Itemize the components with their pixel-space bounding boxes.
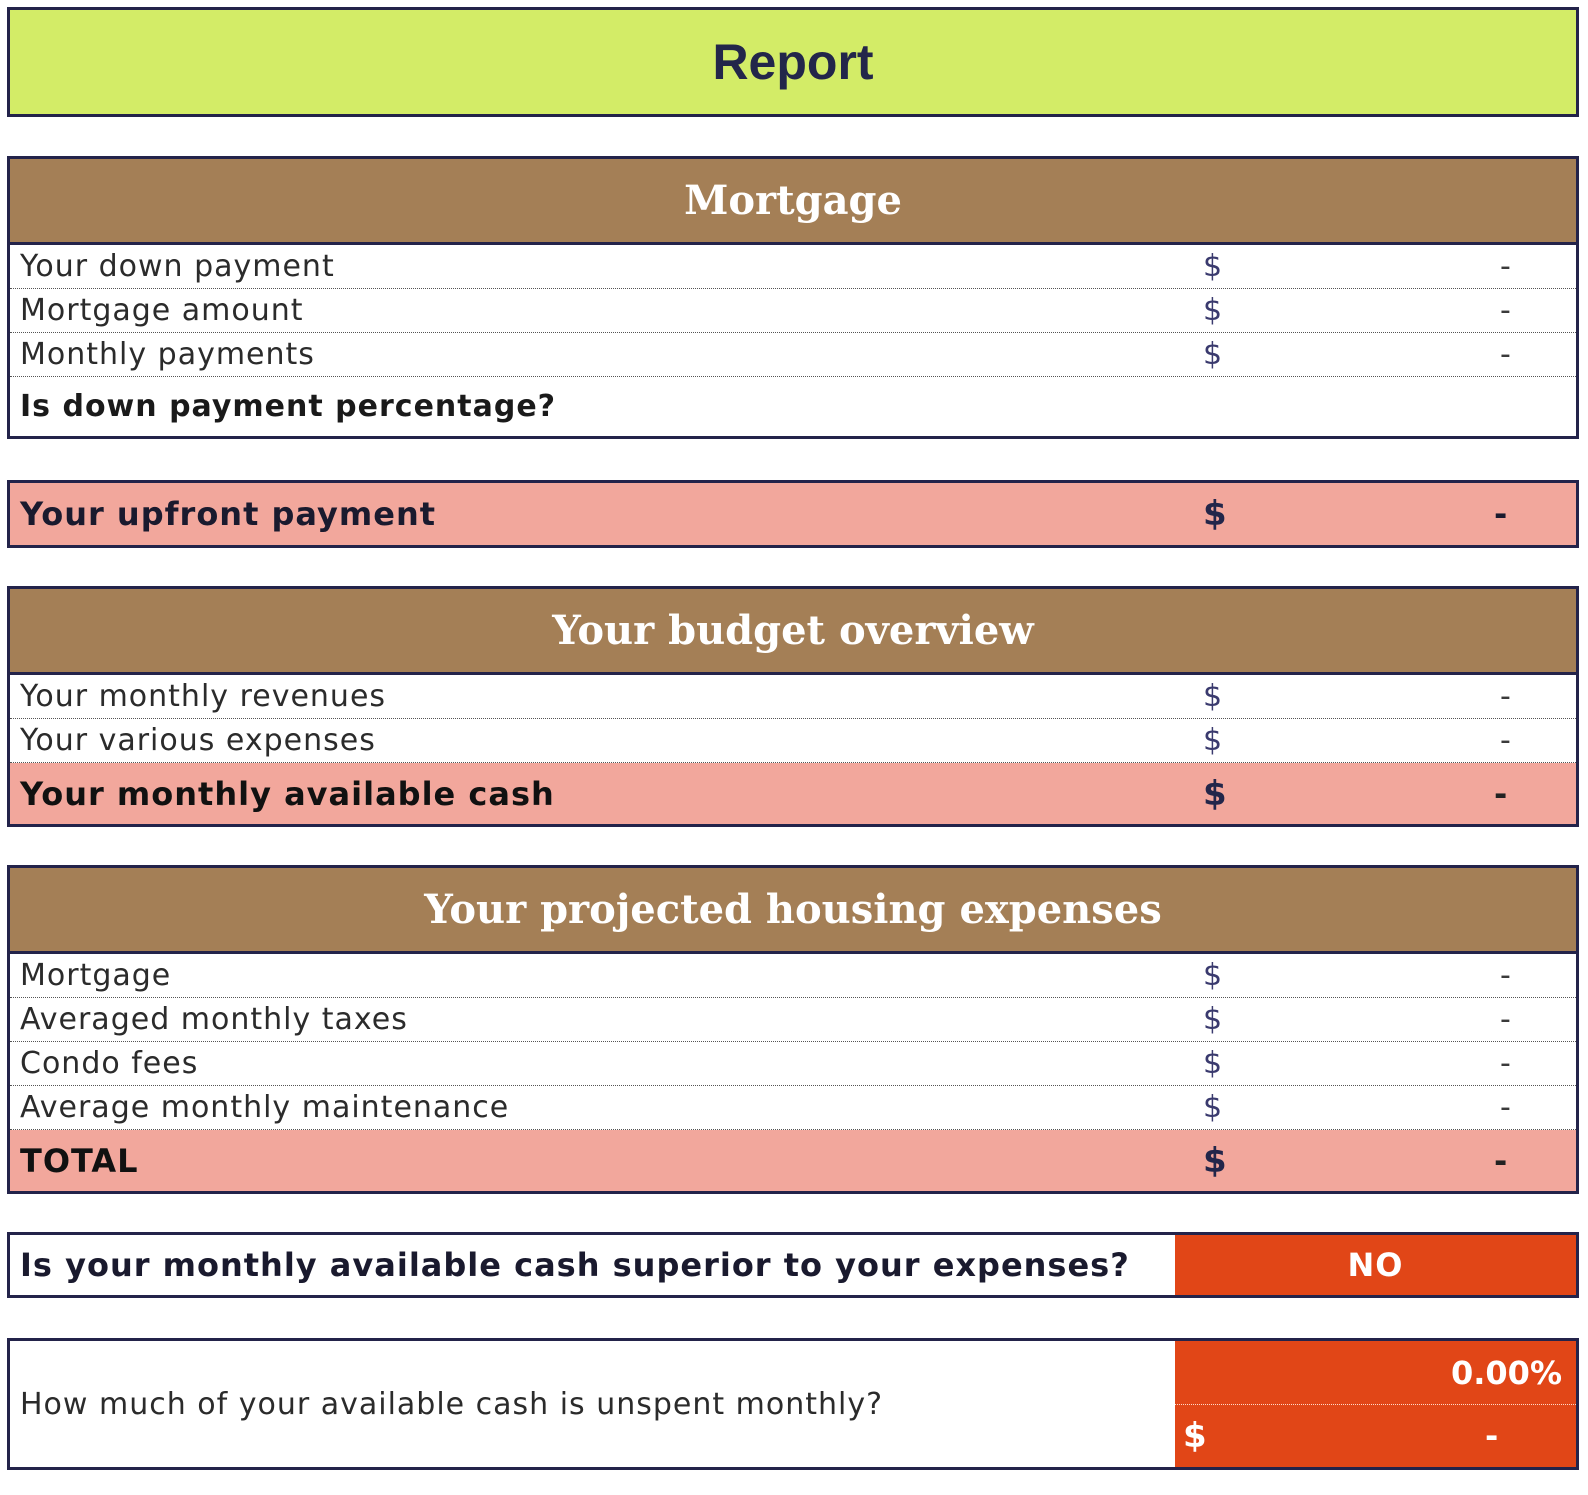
report-title: Report xyxy=(7,7,1579,117)
unspent-question: How much of your available cash is unspe… xyxy=(20,1386,884,1422)
row-value[interactable]: - xyxy=(1500,1002,1512,1037)
row-label: Mortgage xyxy=(20,958,172,993)
upfront-label: Your upfront payment xyxy=(20,495,437,533)
currency-symbol: $ xyxy=(1203,723,1224,758)
comparison-section: Is your monthly available cash superior … xyxy=(7,1232,1579,1298)
table-row: Your down payment $ - xyxy=(10,245,1576,289)
currency-symbol: $ xyxy=(1203,1090,1224,1125)
housing-header: Your projected housing expenses xyxy=(10,868,1576,954)
table-row: Your various expenses $ - xyxy=(10,719,1576,763)
unspent-cash: $ - xyxy=(1175,1405,1576,1467)
row-label: Your monthly revenues xyxy=(20,679,387,714)
housing-total-row: TOTAL $ - xyxy=(10,1130,1576,1191)
currency-symbol: $ xyxy=(1203,773,1228,814)
comparison-question: Is your monthly available cash superior … xyxy=(20,1246,1130,1284)
table-row: Monthly payments $ - xyxy=(10,333,1576,377)
row-value[interactable]: - xyxy=(1500,293,1512,328)
available-cash-value[interactable]: - xyxy=(1494,774,1509,813)
row-value[interactable]: - xyxy=(1500,958,1512,993)
row-value[interactable]: - xyxy=(1500,679,1512,714)
table-row: Your monthly revenues $ - xyxy=(10,675,1576,719)
currency-symbol: $ xyxy=(1203,1140,1228,1181)
row-value[interactable]: - xyxy=(1500,723,1512,758)
upfront-section: Your upfront payment $ - xyxy=(7,480,1579,548)
currency-symbol: $ xyxy=(1203,679,1224,714)
upfront-value[interactable]: - xyxy=(1494,495,1509,533)
row-value[interactable]: - xyxy=(1500,249,1512,284)
row-label: Your down payment xyxy=(20,249,335,284)
currency-symbol: $ xyxy=(1203,958,1224,993)
row-label: Your various expenses xyxy=(20,723,376,758)
budget-section: Your budget overview Your monthly revenu… xyxy=(7,586,1579,827)
row-value[interactable]: - xyxy=(1500,1090,1512,1125)
table-row: Mortgage amount $ - xyxy=(10,289,1576,333)
unspent-percent[interactable]: 0.00% xyxy=(1175,1341,1576,1405)
table-row: Average monthly maintenance $ - xyxy=(10,1086,1576,1130)
currency-symbol: $ xyxy=(1203,249,1224,284)
currency-symbol: $ xyxy=(1203,1046,1224,1081)
down-payment-question: Is down payment percentage? xyxy=(20,389,557,424)
currency-symbol: $ xyxy=(1183,1416,1207,1456)
unspent-value[interactable]: - xyxy=(1485,1417,1499,1455)
upfront-row: Your upfront payment $ - xyxy=(10,483,1576,545)
row-value[interactable]: - xyxy=(1500,1046,1512,1081)
unspent-section: How much of your available cash is unspe… xyxy=(7,1338,1579,1470)
available-cash-label: Your monthly available cash xyxy=(20,774,555,813)
unspent-result: 0.00% $ - xyxy=(1175,1341,1576,1467)
housing-total-label: TOTAL xyxy=(20,1141,139,1180)
currency-symbol: $ xyxy=(1203,293,1224,328)
row-label: Averaged monthly taxes xyxy=(20,1002,408,1037)
table-row: Condo fees $ - xyxy=(10,1042,1576,1086)
table-row: Mortgage $ - xyxy=(10,954,1576,998)
available-cash-row: Your monthly available cash $ - xyxy=(10,763,1576,824)
row-label: Average monthly maintenance xyxy=(20,1090,510,1125)
mortgage-section: Mortgage Your down payment $ - Mortgage … xyxy=(7,156,1579,439)
housing-total-value[interactable]: - xyxy=(1494,1141,1509,1180)
mortgage-header: Mortgage xyxy=(10,159,1576,245)
currency-symbol: $ xyxy=(1203,337,1224,372)
row-label: Monthly payments xyxy=(20,337,315,372)
currency-symbol: $ xyxy=(1203,1002,1224,1037)
row-label: Mortgage amount xyxy=(20,293,304,328)
budget-header: Your budget overview xyxy=(10,589,1576,675)
comparison-answer-badge: NO xyxy=(1175,1235,1576,1295)
currency-symbol: $ xyxy=(1203,494,1228,534)
row-value[interactable]: - xyxy=(1500,337,1512,372)
table-row: Averaged monthly taxes $ - xyxy=(10,998,1576,1042)
housing-section: Your projected housing expenses Mortgage… xyxy=(7,865,1579,1194)
table-row: Is down payment percentage? xyxy=(10,377,1576,436)
row-label: Condo fees xyxy=(20,1046,199,1081)
